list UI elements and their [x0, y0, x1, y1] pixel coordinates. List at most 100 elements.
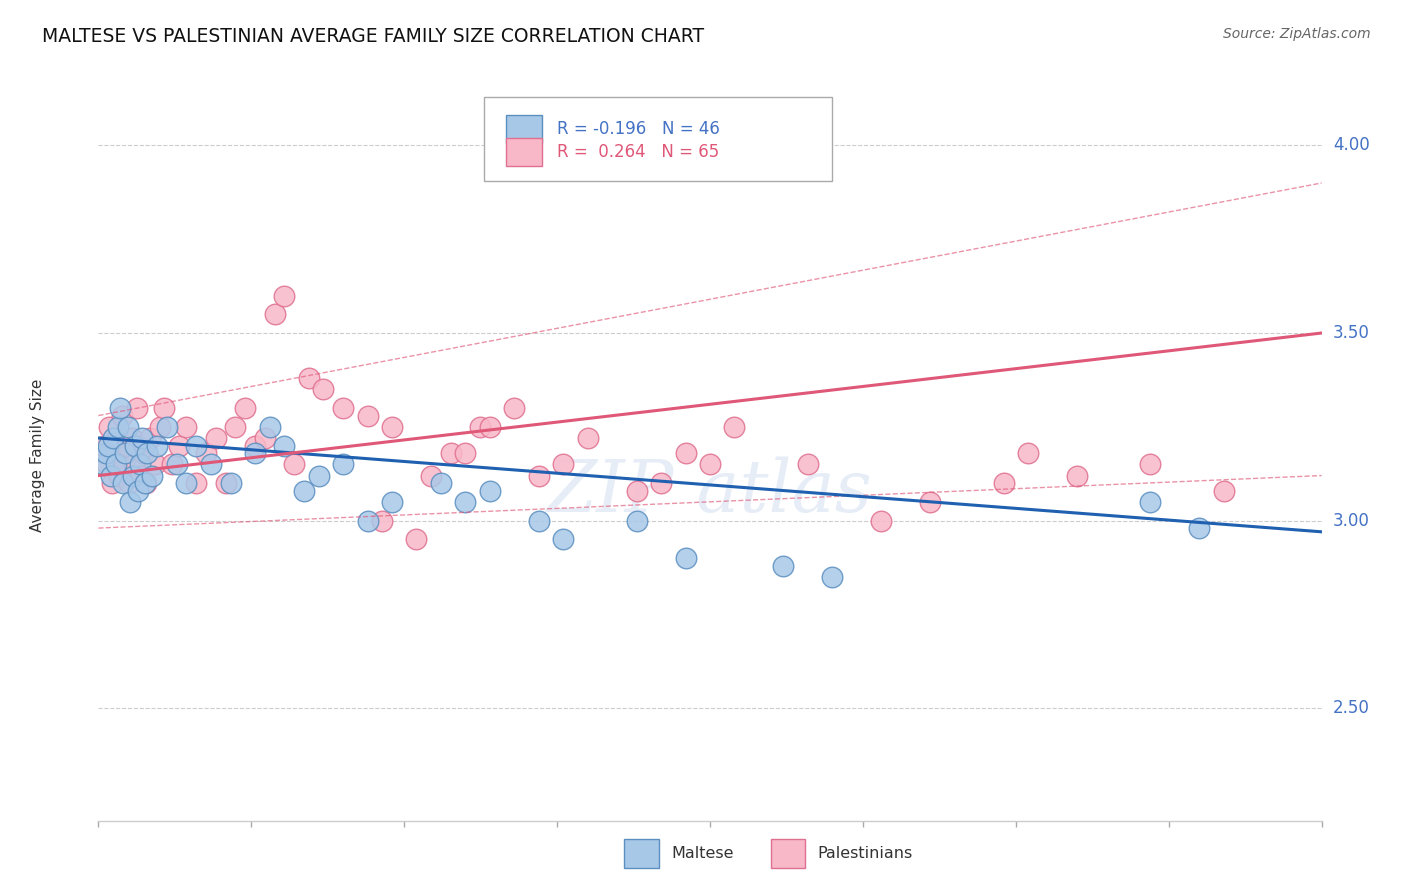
Point — [454, 446, 477, 460]
Point — [233, 401, 256, 415]
FancyBboxPatch shape — [506, 115, 543, 143]
Point — [553, 458, 575, 472]
Point — [111, 409, 134, 423]
Point — [468, 419, 491, 434]
Point — [576, 431, 599, 445]
Point — [153, 401, 176, 415]
Point — [797, 458, 820, 472]
Point — [371, 514, 394, 528]
Point — [107, 419, 129, 434]
Point — [283, 458, 305, 472]
Point — [134, 476, 156, 491]
Point — [308, 468, 330, 483]
Point — [1017, 446, 1039, 460]
Point — [527, 468, 550, 483]
Point — [125, 401, 148, 415]
Text: ZIP atlas: ZIP atlas — [547, 456, 873, 527]
Point — [1139, 458, 1161, 472]
Point — [143, 458, 166, 472]
Point — [224, 419, 246, 434]
Point — [243, 446, 266, 460]
Point — [675, 551, 697, 566]
Text: MALTESE VS PALESTINIAN AVERAGE FAMILY SIZE CORRELATION CHART: MALTESE VS PALESTINIAN AVERAGE FAMILY SI… — [42, 27, 704, 45]
Point — [478, 419, 501, 434]
Point — [253, 431, 276, 445]
Point — [186, 438, 208, 452]
Point — [195, 446, 218, 460]
Point — [98, 419, 121, 434]
Point — [381, 419, 404, 434]
Point — [993, 476, 1015, 491]
Point — [94, 446, 117, 460]
Point — [186, 476, 208, 491]
Text: R = -0.196   N = 46: R = -0.196 N = 46 — [557, 120, 720, 137]
Text: 4.00: 4.00 — [1333, 136, 1369, 154]
Point — [292, 483, 315, 498]
Point — [131, 468, 153, 483]
Point — [1139, 495, 1161, 509]
Text: Average Family Size: Average Family Size — [30, 378, 45, 532]
Point — [699, 458, 721, 472]
Text: 3.00: 3.00 — [1333, 512, 1369, 530]
FancyBboxPatch shape — [772, 838, 806, 868]
Point — [920, 495, 942, 509]
Point — [356, 409, 378, 423]
Point — [176, 419, 198, 434]
Point — [821, 570, 844, 584]
Point — [1188, 521, 1211, 535]
Point — [503, 401, 526, 415]
Point — [132, 446, 155, 460]
Point — [478, 483, 501, 498]
Text: R =  0.264   N = 65: R = 0.264 N = 65 — [557, 143, 720, 161]
Point — [141, 468, 163, 483]
Point — [332, 458, 354, 472]
Point — [124, 438, 146, 452]
Point — [1066, 468, 1088, 483]
Point — [723, 419, 745, 434]
Point — [110, 401, 132, 415]
Point — [772, 558, 794, 573]
Text: 3.50: 3.50 — [1333, 324, 1369, 342]
Point — [149, 419, 172, 434]
Point — [104, 458, 127, 472]
Point — [1212, 483, 1234, 498]
Text: Source: ZipAtlas.com: Source: ZipAtlas.com — [1223, 27, 1371, 41]
Point — [146, 438, 169, 452]
Point — [263, 307, 285, 321]
Point — [166, 458, 188, 472]
Point — [100, 468, 122, 483]
Point — [298, 371, 321, 385]
Point — [273, 288, 295, 302]
Point — [440, 446, 463, 460]
Point — [127, 483, 149, 498]
Text: Palestinians: Palestinians — [818, 846, 912, 861]
Point — [122, 458, 145, 472]
Point — [97, 438, 120, 452]
Point — [114, 446, 136, 460]
Point — [200, 458, 222, 472]
Point — [108, 468, 131, 483]
Point — [626, 483, 648, 498]
Point — [430, 476, 453, 491]
Point — [527, 514, 550, 528]
Point — [120, 495, 142, 509]
Point — [626, 514, 648, 528]
Point — [650, 476, 672, 491]
Point — [176, 476, 198, 491]
Point — [420, 468, 443, 483]
Point — [112, 458, 135, 472]
Point — [136, 446, 159, 460]
Point — [129, 458, 152, 472]
Point — [167, 438, 190, 452]
Point — [160, 458, 183, 472]
Point — [214, 476, 236, 491]
Point — [259, 419, 281, 434]
Point — [91, 458, 114, 472]
Point — [356, 514, 378, 528]
Point — [156, 419, 179, 434]
Point — [870, 514, 893, 528]
Point — [121, 468, 143, 483]
Point — [243, 438, 266, 452]
Point — [128, 438, 150, 452]
Point — [115, 438, 138, 452]
